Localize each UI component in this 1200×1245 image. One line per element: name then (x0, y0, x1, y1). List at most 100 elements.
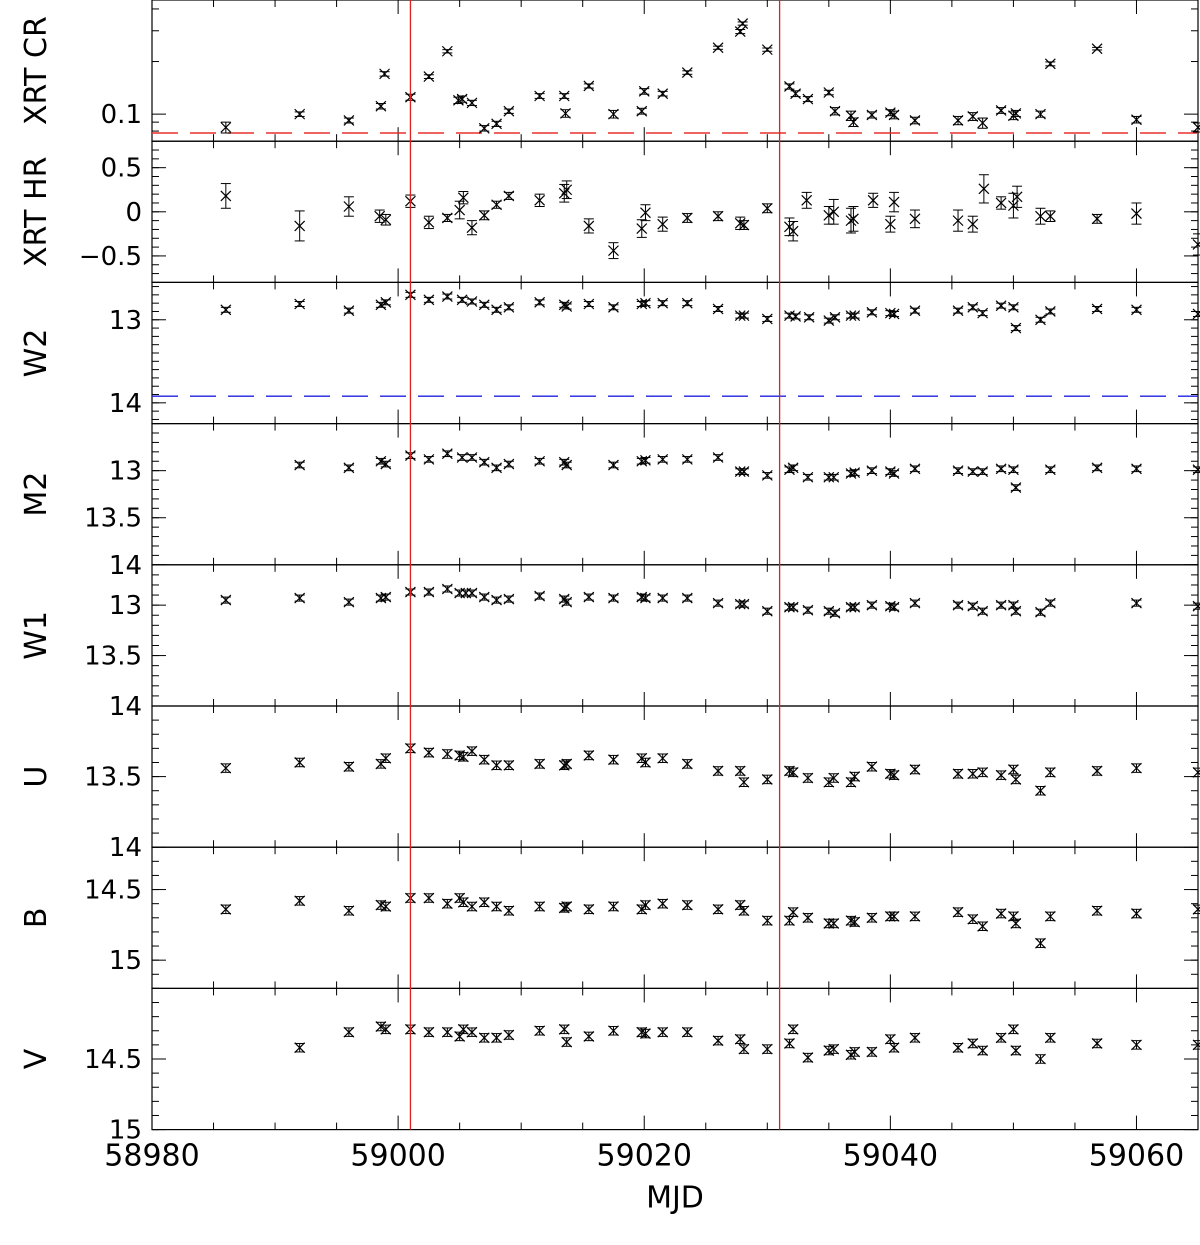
data-point (712, 1035, 724, 1047)
cross-marker (734, 765, 746, 777)
data-point (712, 303, 724, 315)
cross-marker (558, 902, 570, 914)
data-point (1091, 213, 1103, 225)
cross-marker (1131, 597, 1142, 609)
cross-marker (561, 184, 573, 196)
data-point (608, 459, 619, 471)
data-point (441, 748, 453, 760)
y-tick-label: −0.5 (79, 242, 142, 272)
data-point (823, 87, 835, 98)
data-point (867, 192, 879, 208)
data-point (379, 68, 391, 80)
cross-marker (761, 915, 773, 927)
data-point (967, 768, 979, 780)
cross-marker (441, 212, 453, 224)
data-point (761, 44, 773, 56)
cross-marker (784, 1038, 795, 1049)
data-point (478, 122, 490, 134)
y-tick-label: 14 (109, 551, 142, 581)
cross-marker (848, 116, 859, 128)
cross-marker (909, 213, 921, 225)
data-point (977, 117, 989, 129)
cross-marker (478, 299, 490, 311)
cross-marker (294, 459, 306, 471)
cross-marker (636, 223, 648, 234)
panel-frame (151, 423, 1199, 566)
cross-marker (784, 310, 795, 322)
data-point (952, 599, 964, 611)
cross-marker (738, 598, 750, 610)
cross-marker (343, 761, 355, 773)
data-point (608, 1025, 619, 1037)
data-point (909, 597, 921, 609)
cross-marker (466, 452, 478, 463)
data-point (503, 593, 515, 605)
cross-marker (1192, 906, 1200, 915)
cross-marker (681, 67, 693, 78)
cross-marker (561, 901, 573, 912)
data-point (967, 600, 979, 612)
cross-marker (534, 455, 546, 467)
data-point (1091, 765, 1103, 777)
y-axis-label-xrt-cr: XRT CR (19, 16, 54, 125)
cross-marker (884, 466, 896, 478)
data-point (1035, 108, 1046, 120)
cross-marker (681, 1026, 693, 1038)
cross-marker (503, 593, 515, 605)
cross-marker (681, 899, 693, 911)
data-point (466, 587, 478, 599)
cross-marker (995, 197, 1007, 209)
y-axis-label-m2: M2 (19, 472, 54, 517)
cross-marker (1044, 766, 1056, 778)
data-point (977, 920, 989, 932)
data-point (1010, 1045, 1022, 1056)
data-point (375, 899, 387, 911)
cross-marker (681, 758, 693, 770)
cross-marker (466, 745, 478, 757)
cross-marker (343, 596, 355, 608)
data-point (441, 898, 453, 910)
data-point (952, 1042, 964, 1054)
data-point (220, 183, 232, 209)
data-point (657, 752, 669, 764)
data-point (1035, 207, 1046, 225)
data-point (441, 291, 453, 302)
cross-marker (681, 212, 693, 224)
cross-marker (1044, 910, 1056, 922)
cross-marker (491, 199, 502, 211)
data-point (681, 297, 693, 309)
data-point (909, 115, 921, 126)
cross-marker (423, 71, 435, 83)
cross-marker (1044, 1032, 1056, 1044)
data-point (828, 918, 840, 929)
cross-marker (828, 918, 840, 929)
data-point (738, 310, 750, 322)
cross-marker (1131, 114, 1142, 126)
data-point (1131, 304, 1142, 316)
data-point (640, 592, 651, 604)
data-point (534, 758, 546, 770)
y-axis-label-xrt-hr: XRT HR (19, 157, 54, 267)
panel-frame (151, 564, 1199, 707)
cross-marker (441, 748, 453, 760)
data-point (761, 773, 773, 785)
cross-marker (802, 471, 814, 483)
data-point (888, 468, 900, 479)
cross-marker (712, 597, 724, 609)
cross-marker (343, 201, 355, 212)
data-point (952, 768, 964, 780)
cross-marker (343, 905, 355, 917)
y-tick-label: 14.5 (84, 1045, 142, 1075)
data-point (681, 592, 693, 604)
cross-marker (220, 594, 232, 606)
data-point (995, 769, 1007, 781)
cross-marker (220, 762, 232, 774)
cross-marker (294, 108, 306, 120)
data-point (712, 210, 724, 222)
y-axis-label-b: B (19, 908, 54, 929)
cross-marker (866, 1046, 878, 1058)
cross-marker (1007, 301, 1019, 313)
data-point (466, 901, 478, 912)
cross-marker (888, 308, 900, 320)
